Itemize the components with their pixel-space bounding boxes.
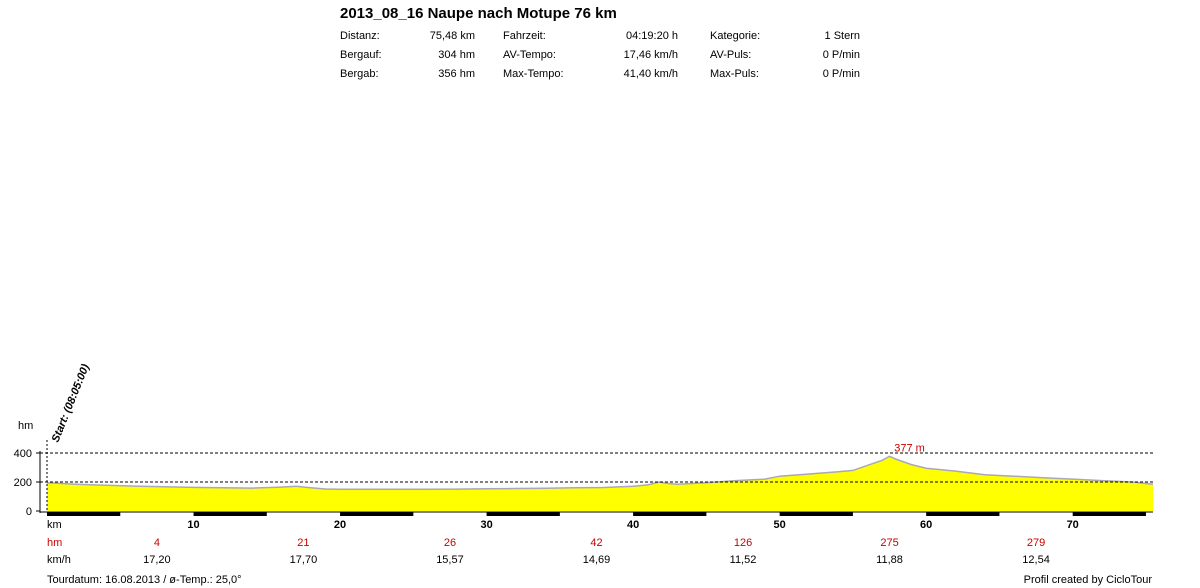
stat-row: Bergauf: 304 hm (340, 49, 475, 68)
elevation-outline (46, 455, 1154, 491)
kmh-value: 17,20 (143, 554, 171, 566)
stat-row: AV-Tempo: 17,46 km/h (503, 49, 678, 68)
stat-value: 75,48 km (429, 30, 475, 42)
x-tick-label: 10 (187, 519, 199, 531)
tour-date-footer: Tourdatum: 16.08.2013 / ø-Temp.: 25,0° (47, 574, 242, 586)
stats-column-2: Fahrzeit: 04:19:20 h AV-Tempo: 17,46 km/h … (503, 30, 678, 87)
stat-row: Distanz: 75,48 km (340, 30, 475, 49)
kmh-value: 11,52 (730, 554, 757, 566)
stat-label: Max-Tempo: (503, 68, 564, 80)
x-axis-segment (633, 512, 707, 516)
hm-value: 42 (590, 537, 602, 549)
stat-value: 1 Stern (824, 30, 860, 42)
peak-label: 377 m (894, 442, 925, 454)
stat-label: Fahrzeit: (503, 30, 546, 42)
y-tick-label: 200 (14, 477, 32, 489)
x-axis-segment (1072, 512, 1146, 516)
hm-value: 279 (1027, 537, 1045, 549)
x-tick-label: 40 (627, 519, 639, 531)
stat-row: Max-Puls: 0 P/min (710, 68, 860, 87)
stat-label: Bergab: (340, 68, 379, 80)
stats-column-1: Distanz: 75,48 km Bergauf: 304 hm Bergab: 3… (340, 30, 475, 87)
x-axis-segment (779, 512, 853, 516)
x-axis-segment (926, 512, 1000, 516)
start-label: Start: (08:05:00) (50, 362, 92, 444)
kmh-value: 12,54 (1022, 554, 1050, 566)
x-tick-label: 50 (774, 519, 786, 531)
stat-value: 356 hm (438, 68, 475, 80)
kmh-value: 17,70 (290, 554, 318, 566)
hm-row-label: hm (47, 537, 62, 549)
kmh-row-label: km/h (47, 554, 71, 566)
stat-label: Max-Puls: (710, 68, 759, 80)
stat-label: Kategorie: (710, 30, 761, 42)
y-axis-label: hm (18, 420, 33, 432)
y-tick-label: 400 (14, 448, 32, 460)
x-axis-segment (486, 512, 560, 516)
x-tick-label: 70 (1067, 519, 1079, 531)
elevation-area (47, 456, 1153, 511)
stat-label: Distanz: (340, 30, 380, 42)
stat-value: 0 P/min (822, 49, 860, 61)
x-tick-label: 20 (334, 519, 346, 531)
hm-value: 126 (734, 537, 752, 549)
tour-title: 2013_08_16 Naupe nach Motupe 76 km (340, 5, 617, 22)
stat-label: AV-Puls: (710, 49, 752, 61)
stat-row: Fahrzeit: 04:19:20 h (503, 30, 678, 49)
stat-row: Bergab: 356 hm (340, 68, 475, 87)
stat-value: 304 hm (438, 49, 475, 61)
x-axis-segment (47, 512, 121, 516)
stat-label: Bergauf: (340, 49, 382, 61)
hm-value: 4 (154, 537, 160, 549)
kmh-value: 11,88 (876, 554, 903, 566)
kmh-value: 14,69 (583, 554, 611, 566)
stat-row: AV-Puls: 0 P/min (710, 49, 860, 68)
kmh-value: 15,57 (436, 554, 464, 566)
x-axis-label: km (47, 519, 62, 531)
stat-value: 04:19:20 h (626, 30, 678, 42)
credit-footer: Profil created by CicloTour (1023, 574, 1152, 586)
stat-value: 0 P/min (822, 68, 860, 80)
x-axis-segment (193, 512, 267, 516)
x-tick-label: 30 (480, 519, 492, 531)
hm-value: 21 (297, 537, 309, 549)
stat-value: 17,46 km/h (623, 49, 678, 61)
x-axis-segment (340, 512, 414, 516)
x-tick-label: 60 (920, 519, 932, 531)
stat-value: 41,40 km/h (623, 68, 678, 80)
hm-value: 26 (444, 537, 456, 549)
stat-row: Kategorie: 1 Stern (710, 30, 860, 49)
stat-label: AV-Tempo: (503, 49, 556, 61)
stats-column-3: Kategorie: 1 Stern AV-Puls: 0 P/min Max-Pu… (710, 30, 860, 87)
y-tick-label: 0 (26, 506, 32, 518)
stat-row: Max-Tempo: 41,40 km/h (503, 68, 678, 87)
hm-value: 275 (880, 537, 898, 549)
